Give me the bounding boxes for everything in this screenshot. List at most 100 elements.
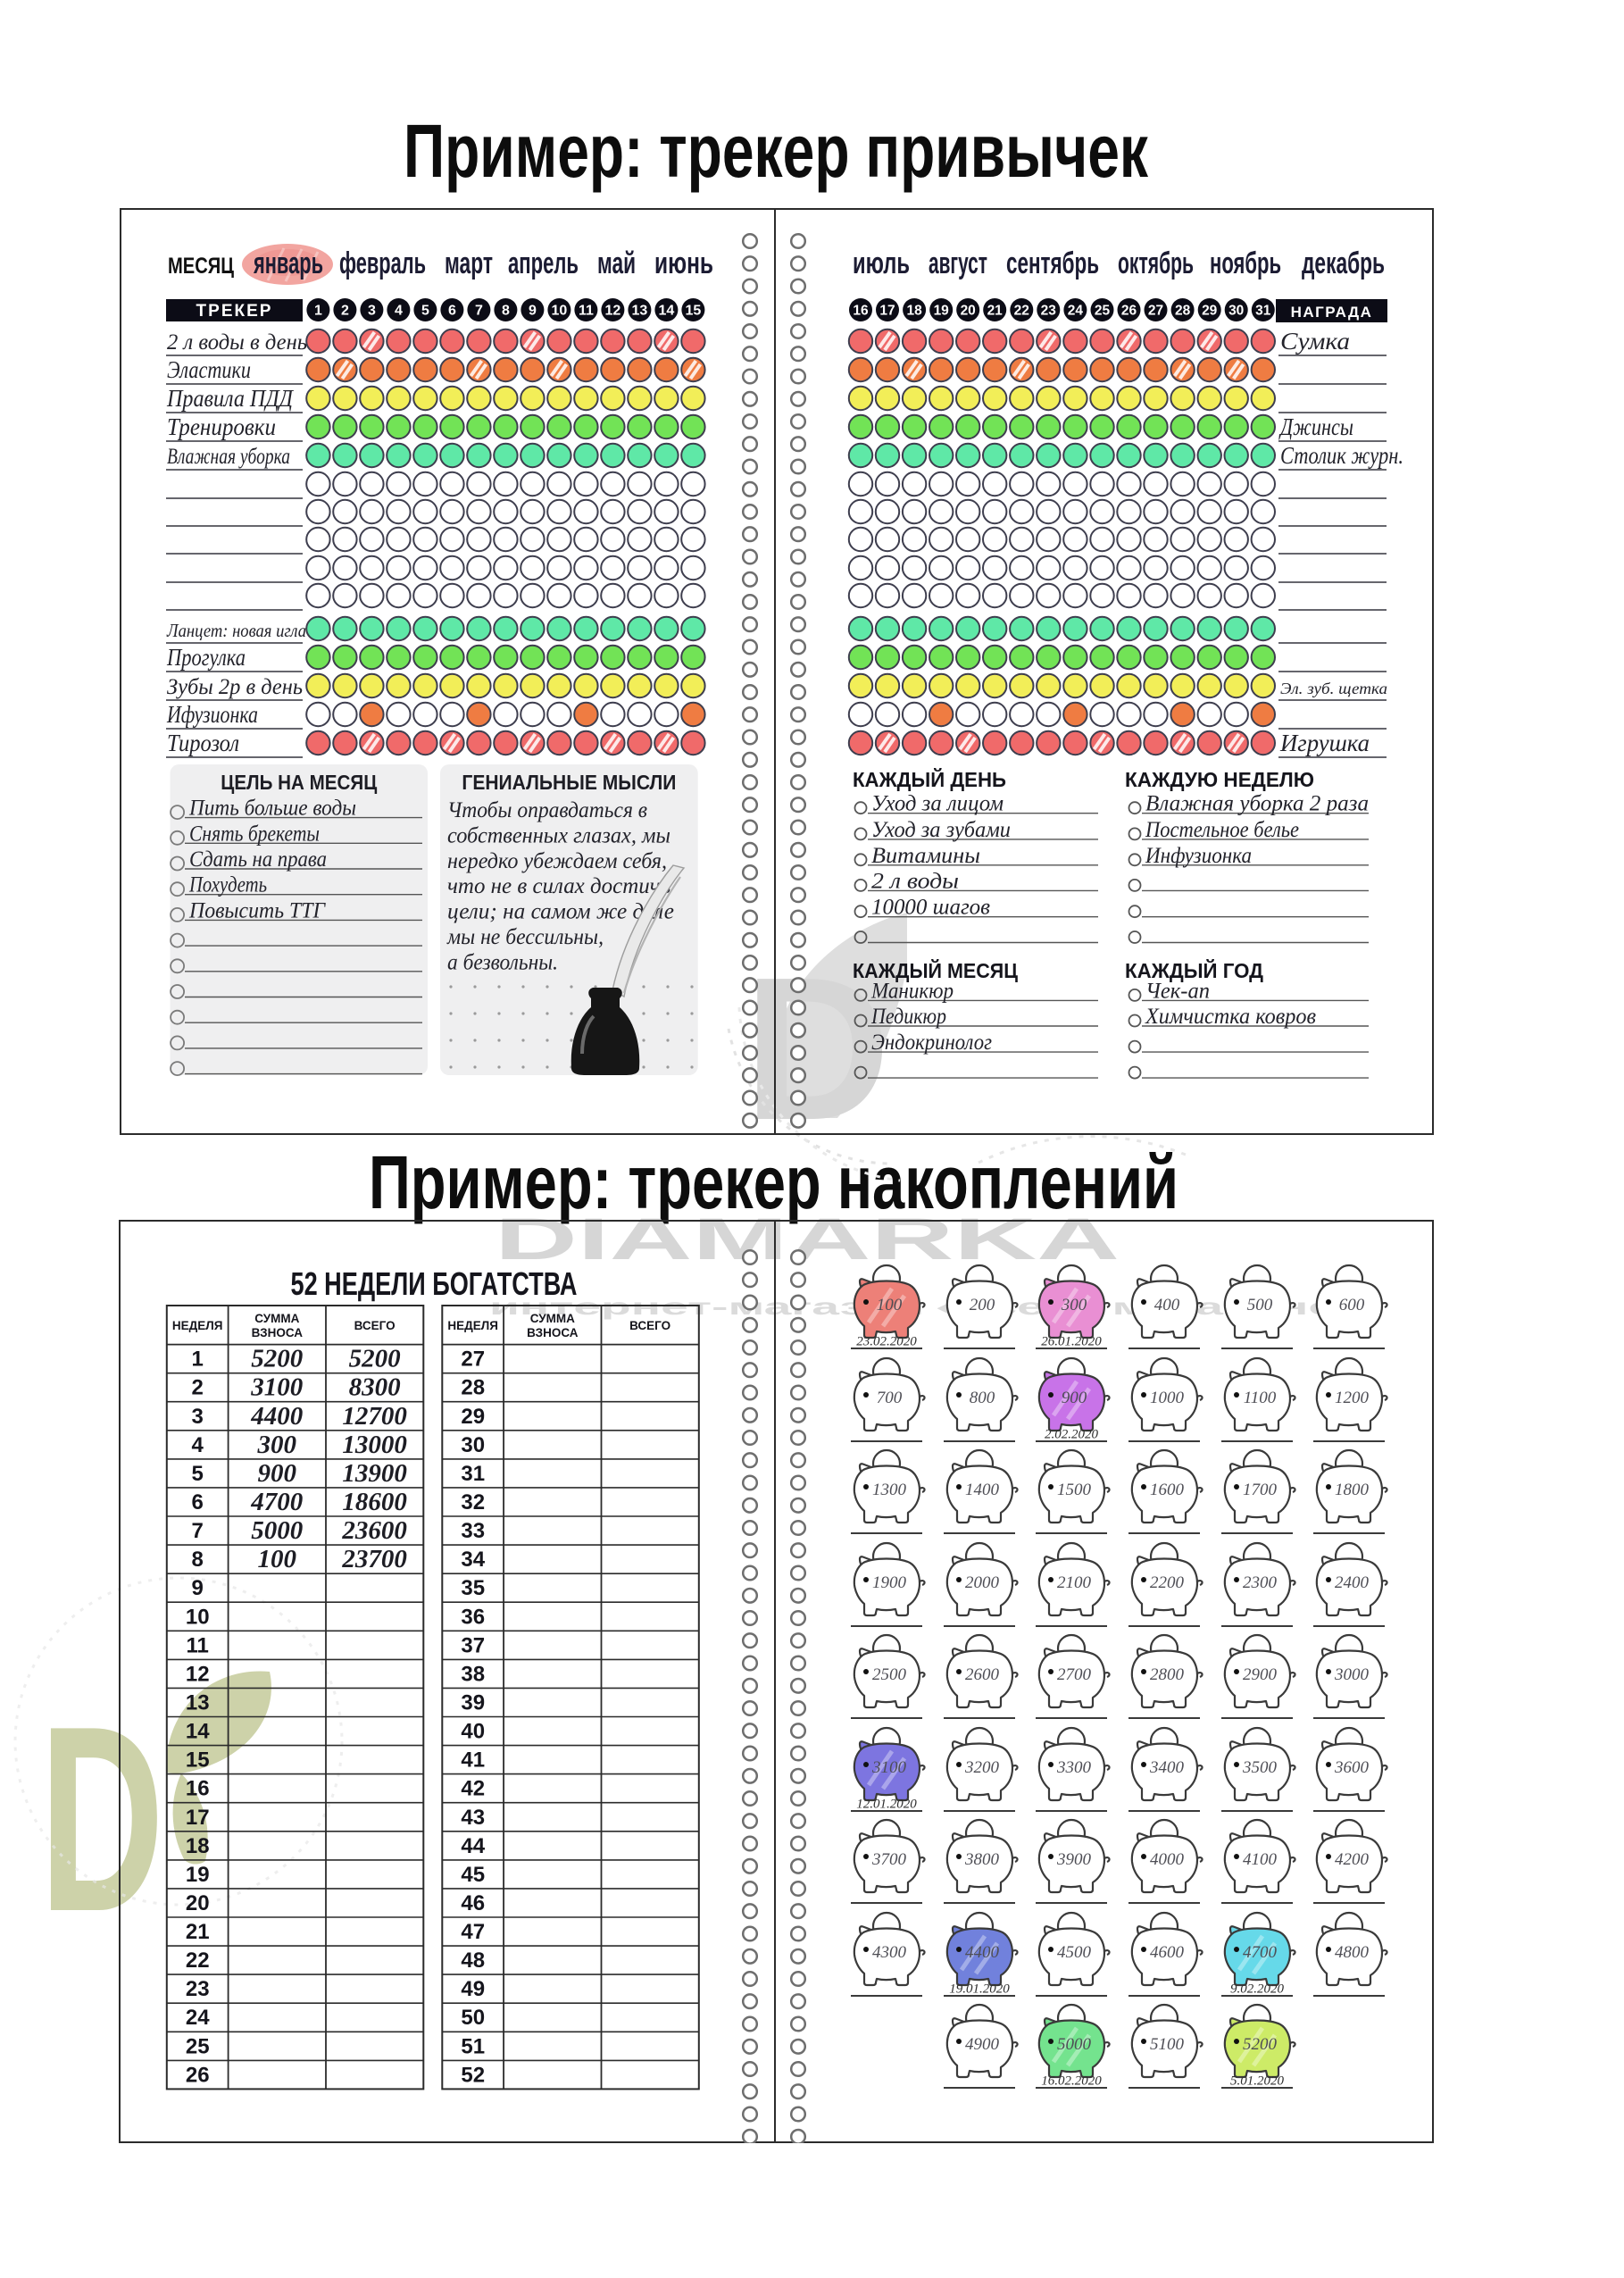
svg-text:2 л воды: 2 л воды — [871, 869, 959, 893]
svg-text:Постельное белье: Постельное белье — [1145, 818, 1299, 842]
svg-text:КАЖДУЮ НЕДЕЛЮ: КАЖДУЮ НЕДЕЛЮ — [1125, 768, 1314, 791]
svg-text:Чек-ап: Чек-ап — [1145, 979, 1210, 1003]
svg-text:4800: 4800 — [1335, 1943, 1370, 1962]
svg-text:3800: 3800 — [964, 1850, 1000, 1869]
svg-text:12700: 12700 — [342, 1402, 407, 1431]
svg-text:1400: 1400 — [965, 1481, 1000, 1499]
svg-text:2500: 2500 — [872, 1665, 907, 1684]
svg-text:700: 700 — [877, 1389, 903, 1407]
svg-text:22: 22 — [1014, 304, 1029, 319]
svg-text:47: 47 — [461, 1920, 485, 1944]
svg-text:1300: 1300 — [872, 1481, 907, 1499]
svg-text:3700: 3700 — [871, 1850, 907, 1869]
svg-text:10: 10 — [552, 304, 568, 319]
svg-text:52 НЕДЕЛИ БОГАТСТВА: 52 НЕДЕЛИ БОГАТСТВА — [291, 1265, 578, 1302]
svg-text:Уход за лицом: Уход за лицом — [871, 792, 1004, 816]
svg-text:15: 15 — [186, 1748, 210, 1773]
svg-text:3100: 3100 — [871, 1758, 907, 1777]
svg-text:7: 7 — [475, 304, 483, 319]
svg-text:23600: 23600 — [341, 1516, 407, 1545]
svg-text:2300: 2300 — [1243, 1573, 1278, 1592]
svg-text:3900: 3900 — [1056, 1850, 1092, 1869]
svg-text:4900: 4900 — [965, 2035, 1000, 2054]
svg-text:5000: 5000 — [1057, 2035, 1092, 2054]
svg-text:июль: июль — [853, 246, 910, 280]
svg-text:D: D — [39, 1671, 164, 1966]
svg-text:апрель: апрель — [508, 246, 579, 280]
svg-text:сентябрь: сентябрь — [1006, 246, 1099, 280]
svg-text:10000 шагов: 10000 шагов — [871, 896, 990, 920]
svg-text:31: 31 — [461, 1462, 485, 1486]
svg-text:23700: 23700 — [341, 1545, 407, 1573]
svg-text:Прогулка: Прогулка — [166, 644, 246, 671]
svg-text:900: 900 — [1062, 1389, 1087, 1407]
svg-text:26: 26 — [186, 2063, 210, 2087]
svg-text:12: 12 — [186, 1662, 210, 1686]
svg-text:19: 19 — [934, 304, 950, 319]
svg-text:18: 18 — [186, 1834, 210, 1858]
svg-text:5: 5 — [192, 1462, 204, 1486]
svg-text:Инфузионка: Инфузионка — [1145, 844, 1252, 868]
svg-text:3: 3 — [192, 1405, 204, 1429]
svg-text:2600: 2600 — [965, 1665, 1000, 1684]
svg-text:21: 21 — [987, 304, 1004, 319]
svg-text:декабрь: декабрь — [1302, 246, 1385, 280]
svg-text:цели; на самом же деле: цели; на самом же деле — [447, 900, 674, 924]
svg-text:НЕДЕЛЯ: НЕДЕЛЯ — [447, 1319, 498, 1332]
svg-text:27: 27 — [1148, 304, 1163, 319]
svg-text:Правила ПДД: Правила ПДД — [166, 385, 295, 412]
svg-text:32: 32 — [461, 1490, 485, 1514]
svg-text:9: 9 — [529, 304, 537, 319]
svg-text:4300: 4300 — [872, 1943, 907, 1962]
svg-text:9: 9 — [192, 1576, 204, 1600]
svg-text:16: 16 — [853, 304, 869, 319]
svg-text:26: 26 — [1121, 304, 1137, 319]
svg-text:23: 23 — [186, 1977, 210, 2001]
svg-text:МЕСЯЦ: МЕСЯЦ — [168, 254, 235, 279]
svg-text:300: 300 — [1061, 1296, 1087, 1314]
svg-text:40: 40 — [461, 1720, 485, 1744]
svg-text:Пример: трекер накоплений: Пример: трекер накоплений — [369, 1140, 1178, 1224]
svg-text:Зубы 2р в день: Зубы 2р в день — [167, 675, 303, 699]
svg-text:4100: 4100 — [1243, 1850, 1278, 1869]
svg-text:14: 14 — [659, 304, 675, 319]
svg-text:август: август — [929, 246, 987, 280]
svg-text:17: 17 — [186, 1806, 210, 1830]
svg-text:4400: 4400 — [250, 1402, 303, 1431]
svg-text:1: 1 — [192, 1348, 204, 1372]
svg-text:Столик журн.: Столик журн. — [1280, 442, 1403, 469]
svg-text:20: 20 — [186, 1891, 210, 1915]
svg-text:5100: 5100 — [1150, 2035, 1185, 2054]
svg-text:20: 20 — [961, 304, 976, 319]
svg-text:36: 36 — [461, 1605, 485, 1629]
svg-text:28: 28 — [461, 1376, 485, 1400]
svg-text:Уход за зубами: Уход за зубами — [871, 818, 1011, 842]
svg-text:2400: 2400 — [1335, 1573, 1370, 1592]
svg-text:1: 1 — [314, 304, 322, 319]
svg-text:КАЖДЫЙ ГОД: КАЖДЫЙ ГОД — [1125, 958, 1263, 982]
svg-text:37: 37 — [461, 1633, 485, 1657]
svg-text:100: 100 — [258, 1545, 297, 1573]
svg-text:51: 51 — [461, 2034, 485, 2058]
svg-text:41: 41 — [461, 1748, 485, 1773]
svg-text:5: 5 — [421, 304, 429, 319]
svg-text:4600: 4600 — [1150, 1943, 1185, 1962]
svg-text:5000: 5000 — [251, 1516, 303, 1545]
svg-text:11: 11 — [187, 1633, 209, 1657]
svg-text:29: 29 — [461, 1405, 485, 1429]
svg-text:24: 24 — [186, 2006, 210, 2030]
svg-text:17: 17 — [879, 304, 895, 319]
svg-text:Ланцет: новая игла: Ланцет: новая игла — [166, 620, 306, 641]
svg-text:Тирозол: Тирозол — [167, 730, 239, 756]
svg-text:31: 31 — [1255, 304, 1271, 319]
svg-text:12.01.2020: 12.01.2020 — [856, 1798, 917, 1812]
svg-text:6: 6 — [192, 1490, 204, 1514]
svg-text:13000: 13000 — [342, 1431, 407, 1459]
svg-text:22: 22 — [186, 1948, 210, 1973]
svg-text:DIAMARKA: DIAMARKA — [495, 1206, 1120, 1272]
svg-text:КАЖДЫЙ ДЕНЬ: КАЖДЫЙ ДЕНЬ — [853, 767, 1006, 791]
svg-text:Эндокринолог: Эндокринолог — [871, 1031, 992, 1055]
svg-text:ГЕНИАЛЬНЫЕ МЫСЛИ: ГЕНИАЛЬНЫЕ МЫСЛИ — [462, 771, 676, 794]
svg-text:1800: 1800 — [1335, 1481, 1370, 1499]
svg-text:Джинсы: Джинсы — [1278, 413, 1353, 440]
